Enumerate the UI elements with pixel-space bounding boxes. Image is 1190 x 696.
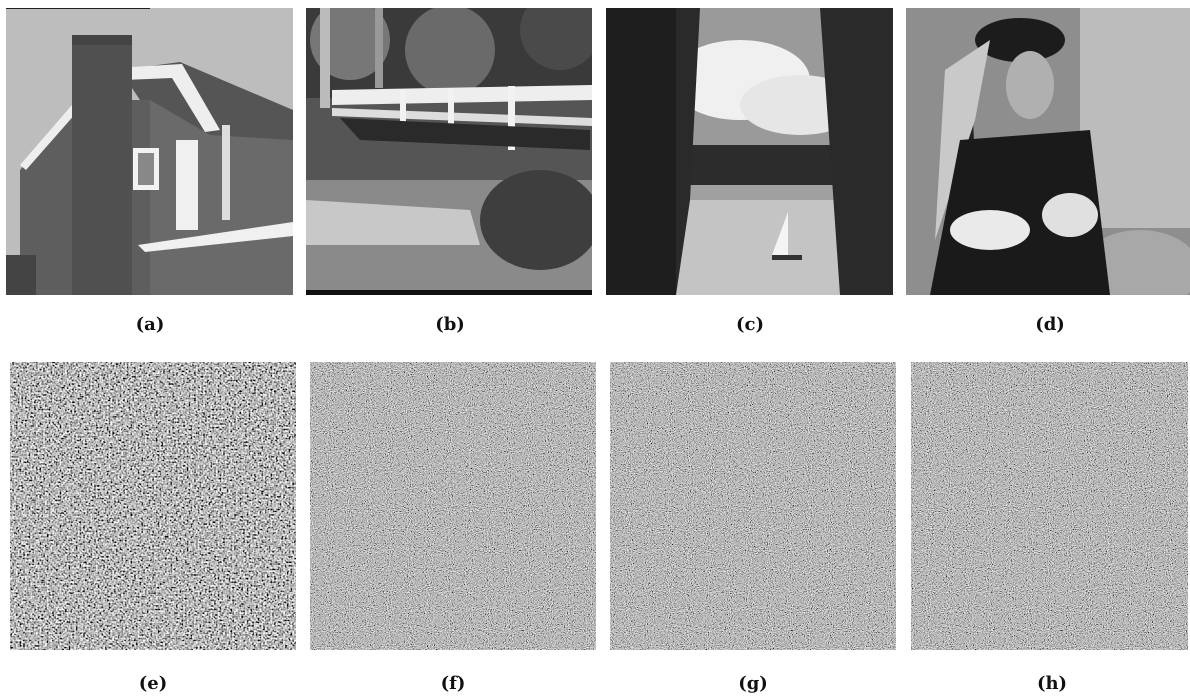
figure: (a) (b) (c) (d) (e) (f) (g) (h): [0, 0, 1190, 696]
caption: (a): [136, 314, 165, 335]
image-encrypted-e: [10, 362, 296, 650]
caption: (b): [435, 314, 465, 335]
caption: (f): [441, 673, 466, 694]
image-encrypted-f: [310, 362, 596, 650]
caption: (h): [1037, 673, 1067, 694]
caption: (d): [1035, 314, 1065, 335]
image-lake: [606, 8, 893, 295]
image-man: [906, 8, 1190, 310]
image-house: [6, 8, 293, 295]
caption: (g): [738, 673, 768, 694]
page: (a) (b) (c) (d) (e) (f) (g) (h) (() => {…: [0, 0, 1190, 696]
caption: (c): [736, 314, 764, 335]
image-bridge: [306, 0, 600, 295]
image-encrypted-h: [911, 362, 1188, 650]
image-encrypted-g: [610, 362, 896, 650]
caption: (e): [139, 673, 168, 694]
